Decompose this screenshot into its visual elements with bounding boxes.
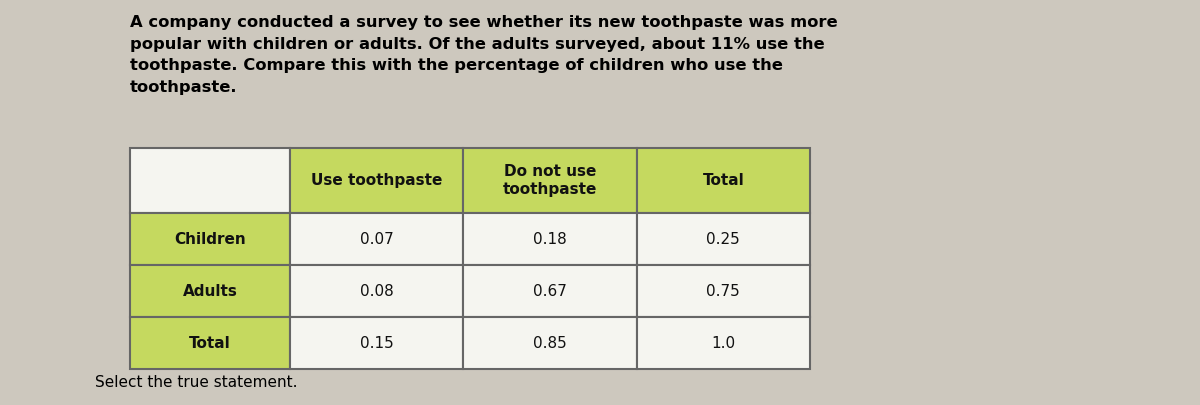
Bar (463, 317, 636, 369)
Bar (130, 148, 289, 213)
Text: 0.15: 0.15 (360, 335, 394, 350)
Text: Children: Children (174, 232, 246, 247)
Text: 0.67: 0.67 (533, 284, 566, 298)
Text: 0.75: 0.75 (707, 284, 740, 298)
Text: Total: Total (190, 335, 230, 350)
Text: Select the true statement.: Select the true statement. (95, 375, 298, 390)
Bar (636, 317, 810, 369)
Bar (636, 265, 810, 317)
Text: 0.18: 0.18 (533, 232, 566, 247)
Bar (130, 213, 289, 265)
Text: Adults: Adults (182, 284, 238, 298)
Text: 0.08: 0.08 (360, 284, 394, 298)
Text: 0.07: 0.07 (360, 232, 394, 247)
Bar (463, 213, 636, 265)
Bar (289, 148, 463, 213)
Bar (463, 148, 636, 213)
Bar (289, 265, 463, 317)
Text: Do not use
toothpaste: Do not use toothpaste (503, 164, 598, 197)
Text: 0.25: 0.25 (707, 232, 740, 247)
Bar (289, 213, 463, 265)
Bar (289, 317, 463, 369)
Bar (636, 213, 810, 265)
Text: Total: Total (702, 173, 744, 188)
Text: A company conducted a survey to see whether its new toothpaste was more
popular : A company conducted a survey to see whet… (130, 15, 838, 95)
Text: Use toothpaste: Use toothpaste (311, 173, 442, 188)
Bar (130, 317, 289, 369)
Bar (636, 148, 810, 213)
Text: 0.85: 0.85 (533, 335, 566, 350)
Text: 1.0: 1.0 (712, 335, 736, 350)
Bar (463, 265, 636, 317)
Bar (130, 265, 289, 317)
